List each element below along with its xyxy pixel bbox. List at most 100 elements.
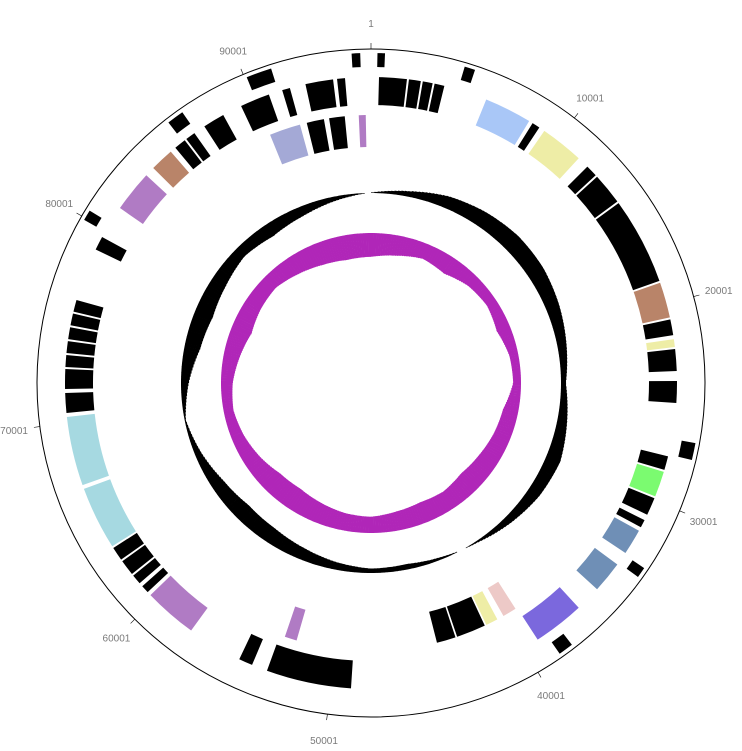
gc-skew-bar: [296, 546, 305, 560]
feature-arc: [629, 463, 664, 497]
gc-content-bar: [324, 239, 335, 263]
coordinate-ticks: 1 10001 20001 30001 40001 50001 60001 70001 8000…: [0, 19, 733, 747]
feature-arc: [517, 123, 540, 151]
gc-skew-bar: [261, 525, 274, 541]
gc-content-bar: [416, 242, 426, 259]
gc-content-bar: [270, 269, 284, 284]
gc-content-bar: [512, 385, 521, 389]
feature-arc: [282, 87, 298, 117]
gc-skew-bar: [350, 565, 355, 573]
inner-feature-arc: [306, 119, 330, 154]
gc-skew-bar: [507, 512, 517, 522]
gc-content-bar: [409, 239, 418, 258]
gc-skew-bar: [219, 488, 233, 500]
gc-content-bar: [252, 463, 270, 478]
gc-skew-bar: [186, 427, 191, 433]
gc-skew-bar: [447, 553, 452, 557]
gc-skew-bar: [351, 193, 355, 196]
gc-skew-bar: [374, 191, 379, 194]
gc-skew-bar: [421, 560, 427, 566]
gc-content-bar: [264, 473, 283, 491]
gc-skew-bar: [231, 500, 247, 515]
gc-skew-bar: [276, 216, 286, 230]
gc-skew-bar: [528, 267, 545, 280]
outer-feature-arc: [678, 440, 696, 461]
gc-skew-bar: [312, 201, 318, 210]
gc-content-bar: [314, 503, 325, 524]
gc-content-bar: [368, 233, 372, 257]
gc-content-bar: [471, 462, 490, 478]
gc-content-bar: [429, 248, 440, 265]
feature-arc: [186, 133, 211, 162]
gc-content-bar: [386, 234, 393, 256]
gc-content-bar: [302, 248, 315, 269]
gc-content-bar: [278, 483, 295, 503]
gc-content-bar: [314, 242, 326, 265]
gc-content-bar: [280, 261, 294, 278]
gc-content-bar: [498, 329, 513, 337]
gc-content-bar: [327, 238, 337, 263]
inner-feature-arc: [487, 581, 516, 616]
gc-content-bar: [384, 514, 390, 533]
feature-arc: [305, 79, 337, 112]
outer-feature-arc: [168, 112, 191, 134]
gc-skew-bar: [526, 489, 539, 500]
gc-content-bar: [469, 463, 488, 480]
gc-skew-bar: [207, 474, 220, 484]
gc-content-bar: [395, 235, 403, 256]
gc-content-bar: [481, 292, 493, 302]
gc-content-bar: [382, 514, 387, 533]
coordinate-tick: [33, 426, 40, 428]
gc-content-bar: [466, 467, 485, 484]
gc-skew-bar: [290, 543, 299, 557]
gc-skew-bar: [181, 385, 188, 390]
feature-arc: [65, 368, 94, 390]
gc-content-bar: [242, 303, 260, 316]
gc-content-bar: [293, 492, 308, 513]
gc-content-bar: [245, 455, 261, 467]
gc-content-bar: [510, 390, 521, 394]
gc-content-bar: [497, 326, 512, 335]
gc-skew-bar: [555, 334, 567, 341]
gc-content-bar: [305, 246, 317, 268]
gc-content-bar: [312, 243, 324, 266]
gc-content-bar: [512, 377, 521, 381]
gc-skew-bar: [354, 566, 359, 573]
gc-content-bar: [382, 233, 387, 256]
gc-skew-bar: [198, 459, 208, 467]
gc-skew-bar: [476, 538, 482, 543]
gc-skew-bar: [259, 227, 270, 240]
feature-arc: [647, 349, 677, 373]
gc-content-bar: [486, 299, 497, 308]
gc-skew-bar: [474, 210, 487, 226]
gc-skew-bar: [334, 195, 340, 201]
gc-content-bar: [464, 468, 483, 486]
gc-content-bar: [398, 236, 406, 257]
gc-content-bar: [480, 451, 499, 465]
gc-content-bar: [406, 507, 415, 528]
gc-content-bar: [407, 238, 416, 257]
gc-content-bar: [421, 243, 430, 260]
feature-arc: [95, 236, 127, 262]
feature-arc: [642, 319, 674, 340]
gc-skew-bar: [264, 527, 277, 543]
gc-skew-bar: [524, 491, 537, 503]
gc-content-bar: [423, 244, 433, 261]
feature-arc: [475, 99, 530, 146]
gc-content-bar: [459, 269, 472, 283]
gc-skew-bar: [551, 320, 564, 328]
gc-content-bar: [339, 512, 346, 531]
feature-arc: [70, 313, 101, 331]
gc-skew-bar: [530, 270, 547, 283]
gc-skew-bar: [463, 204, 474, 219]
gc-content-bar: [355, 233, 361, 258]
gc-content-bar: [228, 333, 248, 343]
gc-content-bar: [222, 404, 234, 410]
gc-content-bar: [243, 453, 259, 465]
gc-content-bar: [439, 254, 451, 272]
gc-skew-bar: [229, 253, 242, 264]
gc-skew-bar: [299, 205, 307, 216]
gc-content-bar: [458, 475, 476, 493]
gc-content-bar: [395, 511, 403, 531]
gc-skew-bar: [225, 258, 238, 270]
